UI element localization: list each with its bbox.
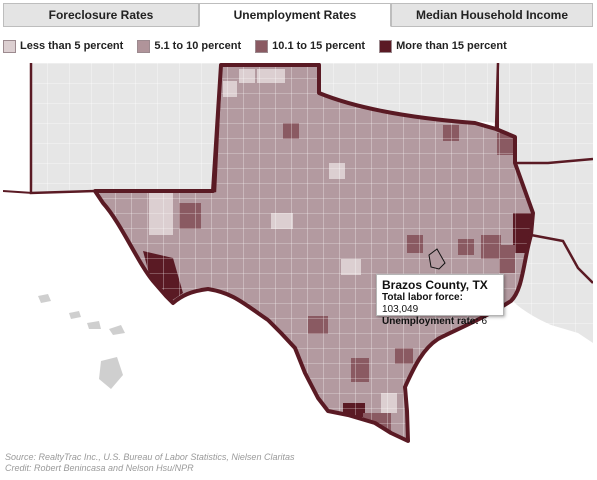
brazos-county[interactable] — [428, 248, 446, 270]
tooltip-labor-force-value: 103,049 — [382, 304, 419, 315]
state-border-northeast — [317, 63, 500, 131]
tab-bar: Foreclosure Rates Unemployment Rates Med… — [3, 3, 593, 27]
legend-label: More than 15 percent — [396, 40, 507, 52]
legend-item-more-than-15: More than 15 percent — [379, 39, 507, 53]
state-border-west — [29, 63, 223, 195]
credits: Source: RealtyTrac Inc., U.S. Bureau of … — [5, 452, 294, 474]
county-tooltip: Brazos County, TX Total labor force: 103… — [376, 274, 504, 327]
state-border-louisiana — [530, 233, 593, 284]
legend: Less than 5 percent 5.1 to 10 percent 10… — [3, 36, 593, 56]
author-credit: Credit: Robert Benincasa and Nelson Hsu/… — [5, 463, 194, 473]
hawaii-inset — [38, 294, 125, 389]
tooltip-unemployment-label: Unemployment rate: — [382, 316, 479, 327]
tab-foreclosure-rates[interactable]: Foreclosure Rates — [3, 3, 199, 27]
legend-swatch — [379, 39, 393, 53]
legend-item-10-to-15: 10.1 to 15 percent — [255, 39, 366, 53]
legend-label: Less than 5 percent — [20, 40, 124, 52]
county-map[interactable] — [3, 63, 593, 448]
tooltip-labor-force-label: Total labor force: — [382, 292, 463, 303]
legend-swatch — [255, 39, 269, 53]
legend-swatch — [137, 39, 151, 53]
tooltip-labor-force-row: Total labor force: 103,049 — [382, 292, 498, 316]
tooltip-title: Brazos County, TX — [382, 278, 488, 292]
mexico-border — [3, 190, 34, 194]
tab-median-household-income[interactable]: Median Household Income — [391, 3, 593, 27]
state-border-east — [515, 157, 593, 165]
tooltip-unemployment-value: 6 — [481, 316, 488, 327]
legend-label: 10.1 to 15 percent — [272, 40, 366, 52]
tab-unemployment-rates[interactable]: Unemployment Rates — [199, 3, 391, 27]
legend-label: 5.1 to 10 percent — [154, 40, 242, 52]
tooltip-unemployment-row: Unemployment rate: 6 — [382, 316, 498, 328]
legend-item-5-to-10: 5.1 to 10 percent — [137, 39, 242, 53]
legend-item-less-than-5: Less than 5 percent — [3, 39, 124, 53]
legend-swatch — [3, 39, 16, 53]
source-credit: Source: RealtyTrac Inc., U.S. Bureau of … — [5, 452, 295, 462]
